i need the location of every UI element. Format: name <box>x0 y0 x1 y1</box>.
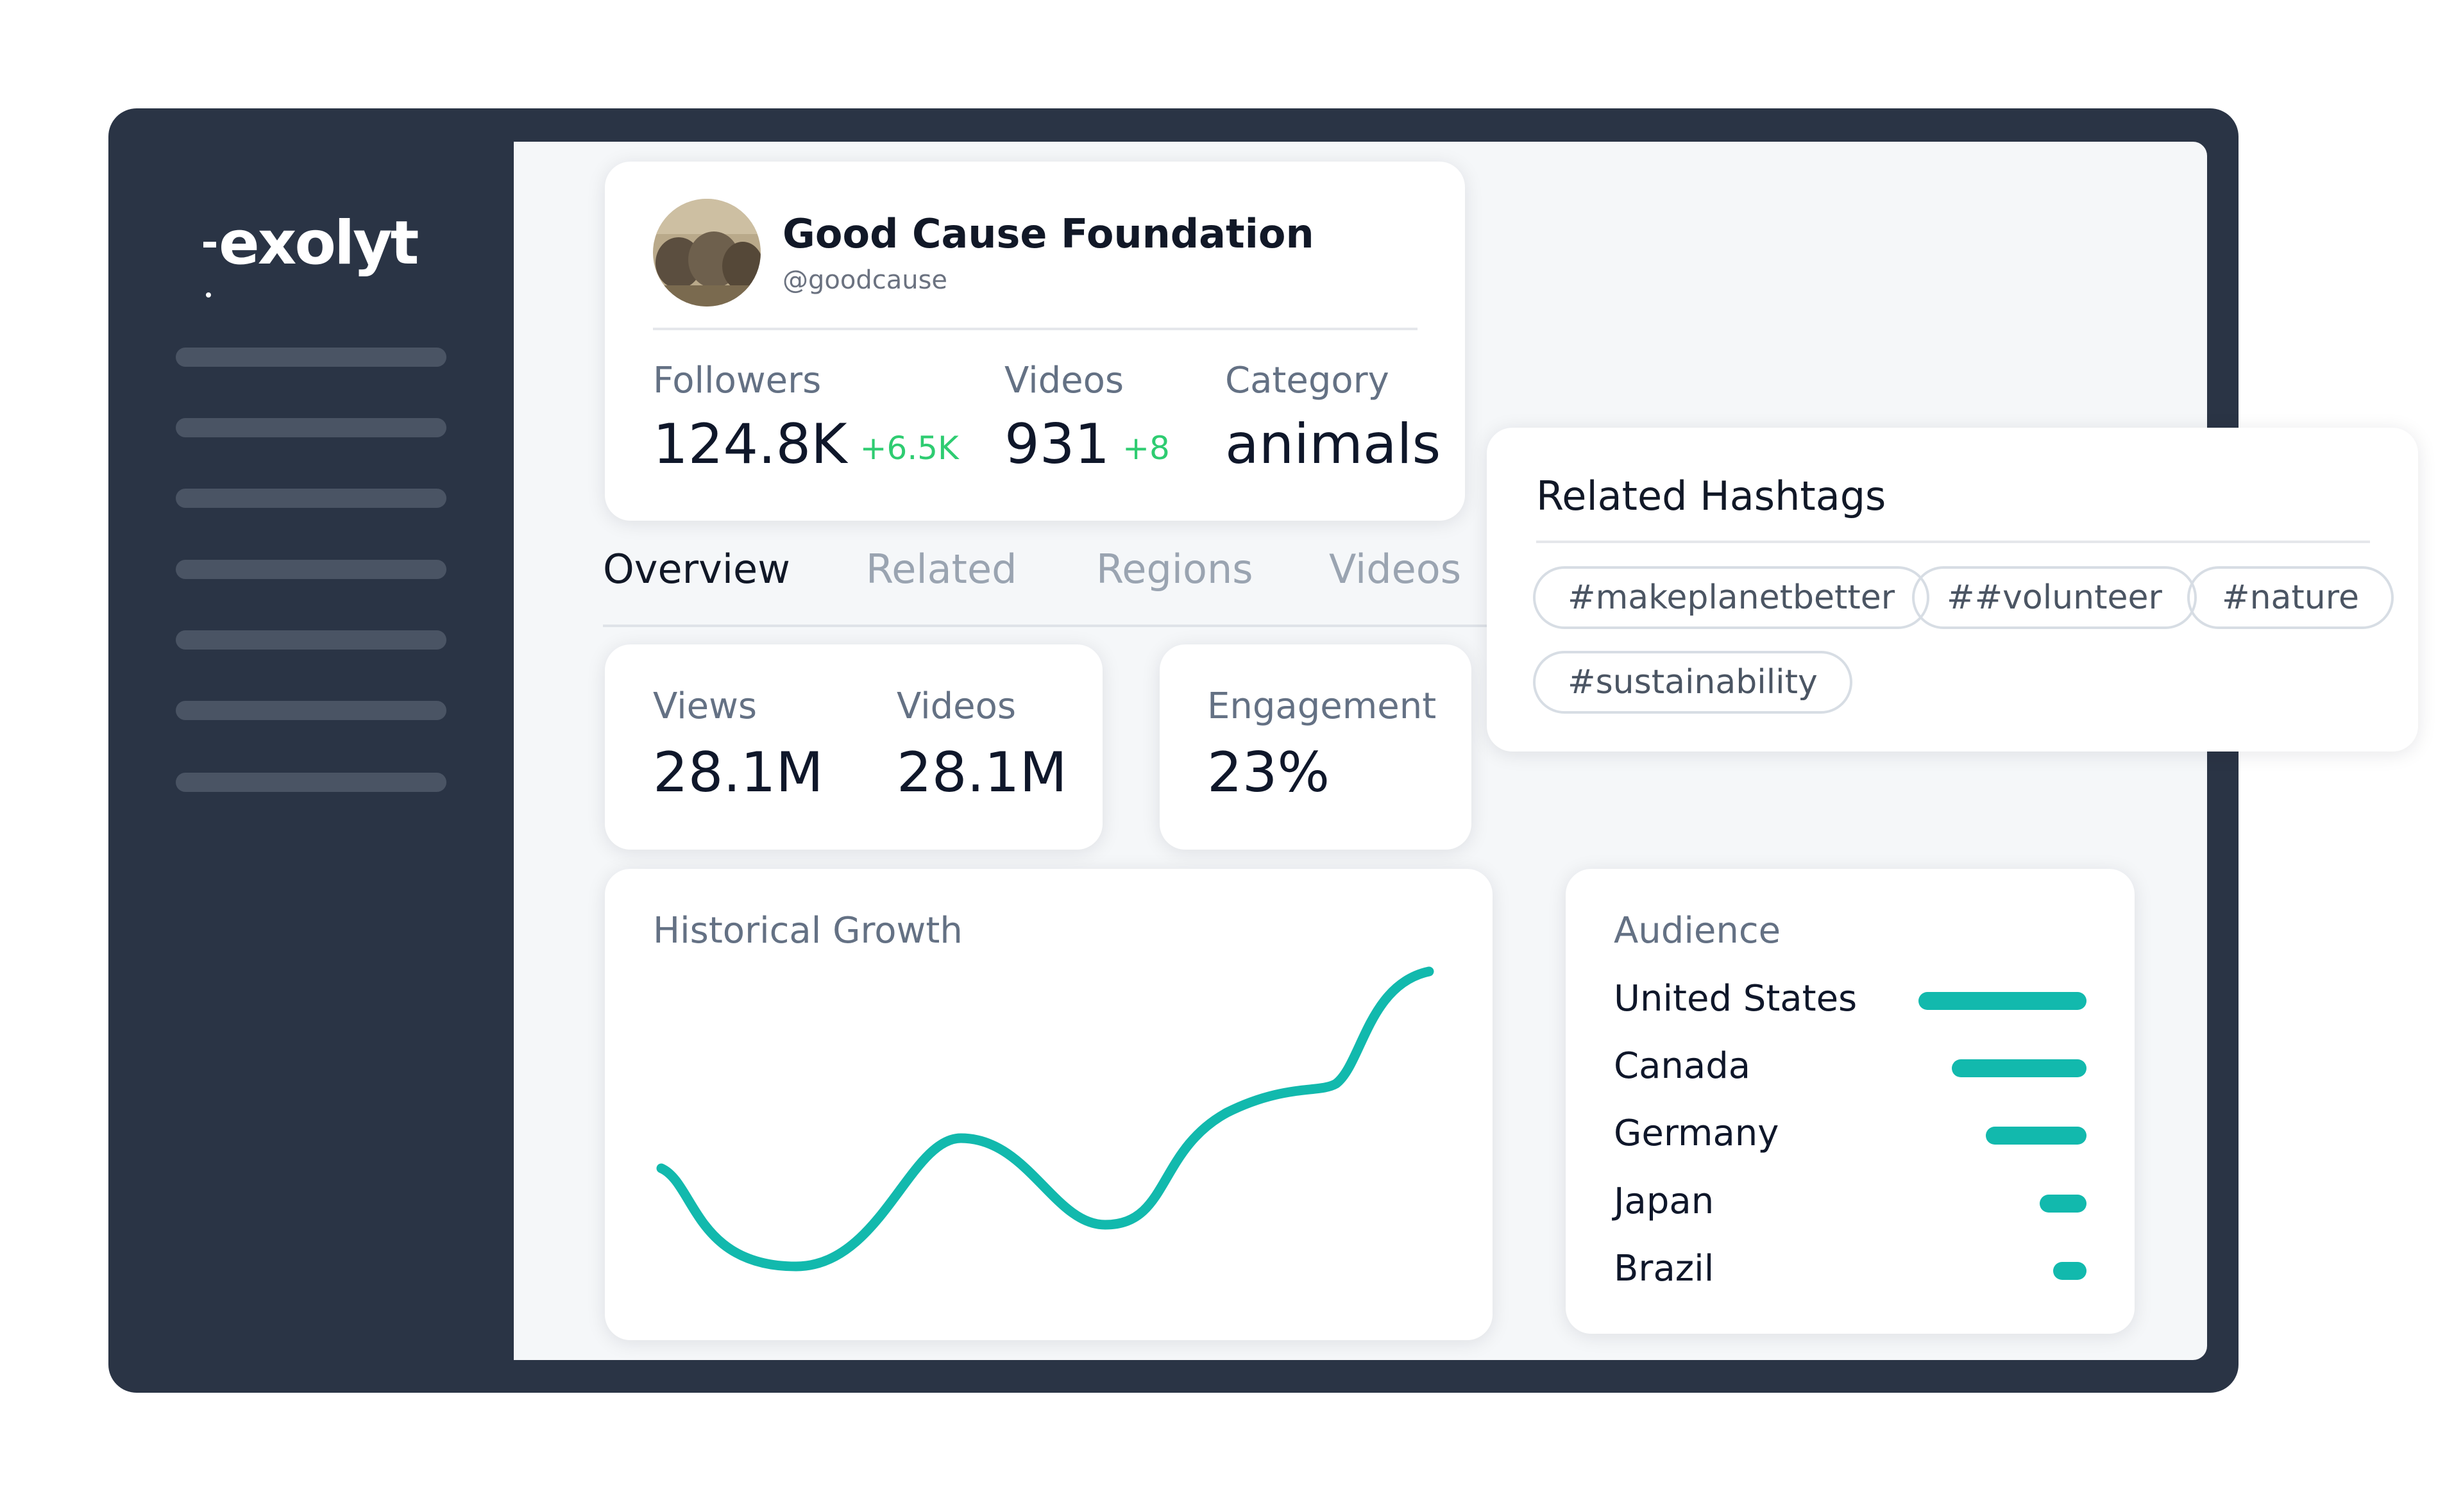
audience-country-label: Germany <box>1614 1113 1779 1154</box>
sidebar-nav-item[interactable] <box>176 773 446 792</box>
growth-line-chart <box>656 966 1434 1272</box>
engagement-card <box>1160 644 1471 850</box>
sidebar-nav-item[interactable] <box>176 418 446 437</box>
tab-overview[interactable]: Overview <box>603 546 790 592</box>
engagement-label: Engagement <box>1207 685 1437 727</box>
tab-related[interactable]: Related <box>866 546 1017 592</box>
category-value: animals <box>1225 412 1441 476</box>
related-hashtags-title: Related Hashtags <box>1536 473 1886 519</box>
audience-bar <box>1986 1127 2086 1145</box>
videos-delta: +8 <box>1122 429 1170 467</box>
audience-country-label: Japan <box>1614 1180 1714 1222</box>
tab-videos[interactable]: Videos <box>1329 546 1462 592</box>
audience-bar <box>1952 1059 2086 1077</box>
engagement-value: 23% <box>1207 741 1330 805</box>
audience-title: Audience <box>1614 910 1781 952</box>
metric-videos-value: 28.1M <box>897 741 1067 805</box>
views-videos-card <box>605 644 1103 850</box>
followers-delta: +6.5K <box>859 429 959 467</box>
avatar[interactable] <box>653 199 761 307</box>
hashtags-divider <box>1536 541 2370 543</box>
hashtag-chip[interactable]: #makeplanetbetter <box>1533 566 1930 629</box>
audience-card <box>1566 869 2135 1334</box>
audience-bar <box>2053 1262 2086 1280</box>
hashtag-chip[interactable]: ##volunteer <box>1912 566 2197 629</box>
followers-count: 124.8K <box>653 412 847 476</box>
metric-videos-label: Videos <box>897 685 1017 727</box>
profile-handle: @goodcause <box>783 265 948 295</box>
audience-country-label: Brazil <box>1614 1248 1714 1289</box>
views-value: 28.1M <box>653 741 824 805</box>
videos-value: 931 +8 <box>1004 417 1170 472</box>
exolyt-logo[interactable]: exolyt <box>203 212 421 298</box>
videos-label: Videos <box>1004 360 1124 401</box>
followers-label: Followers <box>653 360 822 401</box>
related-hashtags-card <box>1487 428 2418 752</box>
sidebar-nav-item[interactable] <box>176 701 446 720</box>
audience-bar <box>1918 992 2086 1010</box>
tab-regions[interactable]: Regions <box>1096 546 1253 592</box>
profile-name: Good Cause Foundation <box>783 210 1314 257</box>
videos-count: 931 <box>1004 412 1110 476</box>
elephants-image <box>653 199 761 307</box>
hashtag-chip[interactable]: #sustainability <box>1533 651 1852 714</box>
views-label: Views <box>653 685 758 727</box>
tabs-divider <box>603 625 1488 627</box>
audience-bar <box>2040 1195 2086 1213</box>
profile-divider <box>653 328 1418 330</box>
sidebar-nav-item[interactable] <box>176 348 446 367</box>
audience-country-label: United States <box>1614 978 1858 1020</box>
historical-growth-title: Historical Growth <box>653 910 963 952</box>
sidebar-nav-item[interactable] <box>176 560 446 579</box>
growth-line <box>656 966 1434 1272</box>
category-label: Category <box>1225 360 1389 401</box>
sidebar-nav-item[interactable] <box>176 489 446 508</box>
sidebar-nav-item[interactable] <box>176 630 446 650</box>
followers-value: 124.8K +6.5K <box>653 417 959 472</box>
hashtag-chip[interactable]: #nature <box>2187 566 2394 629</box>
audience-country-label: Canada <box>1614 1045 1751 1087</box>
